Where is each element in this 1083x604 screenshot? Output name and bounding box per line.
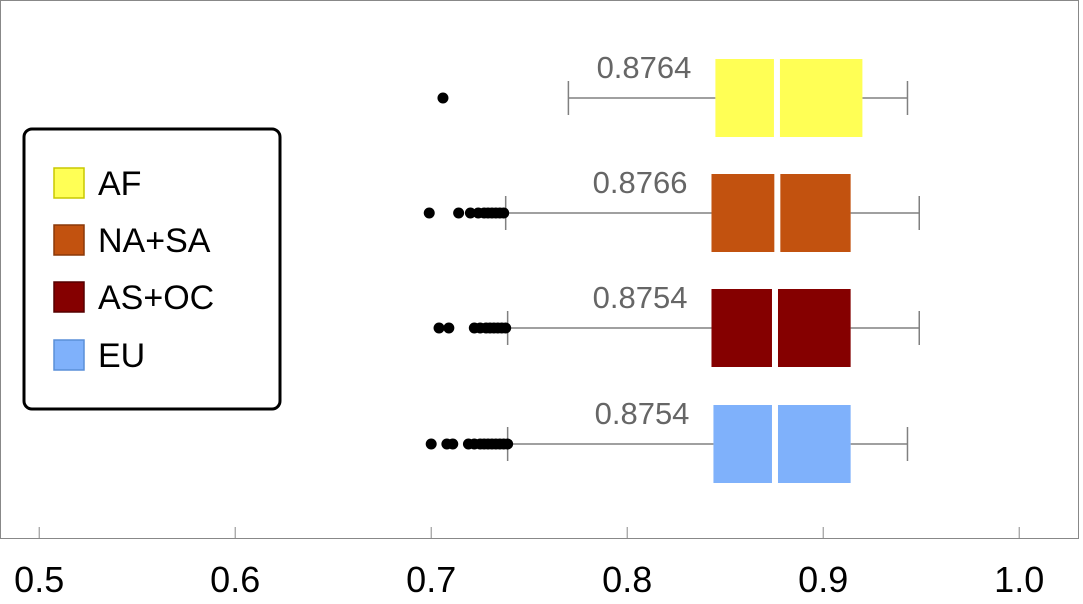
median-line: [774, 174, 781, 252]
outlier-point: [443, 322, 455, 334]
outlier-point: [425, 438, 437, 450]
legend-label: NA+SA: [98, 222, 211, 260]
legend-swatch: [53, 281, 85, 313]
box-series-na-sa: 0.8766: [423, 165, 920, 252]
legend-swatch: [53, 224, 85, 256]
box: [711, 174, 851, 252]
legend-swatch: [53, 167, 85, 199]
outlier-point: [437, 92, 449, 104]
outlier-point: [498, 207, 510, 219]
box-series-eu: 0.8754: [425, 396, 909, 483]
plot-frame: [0, 0, 1079, 539]
x-tick-label: 0.8: [602, 559, 652, 600]
outlier-point: [500, 322, 512, 334]
outlier-point: [447, 438, 459, 450]
box-series-group: 0.8764 0.8766 0.8754 0.8754: [423, 50, 920, 483]
outlier-point: [502, 438, 514, 450]
legend: AF NA+SA AS+OC EU: [22, 127, 282, 411]
x-axis: 0.5 0.6 0.7 0.8 0.9 1.0: [14, 527, 1044, 600]
legend-label: AS+OC: [98, 279, 214, 317]
outlier-point: [433, 322, 445, 334]
outlier-point: [464, 207, 476, 219]
x-tick-label: 0.7: [406, 559, 456, 600]
x-tick-label: 0.9: [798, 559, 848, 600]
box: [713, 405, 851, 483]
legend-label: EU: [98, 337, 145, 375]
x-tick-label: 1.0: [994, 559, 1044, 600]
x-tick-label: 0.6: [210, 559, 260, 600]
x-tick-label: 0.5: [14, 559, 64, 600]
median-line: [771, 405, 778, 483]
legend-box: [22, 127, 282, 411]
box: [711, 289, 851, 367]
outlier-point: [453, 207, 465, 219]
median-value-label: 0.8764: [597, 50, 692, 85]
median-line: [771, 289, 778, 367]
median-line: [773, 59, 780, 137]
median-value-label: 0.8766: [593, 165, 688, 200]
legend-swatch: [53, 339, 85, 371]
outlier-point: [423, 207, 435, 219]
median-value-label: 0.8754: [593, 280, 688, 315]
box-series-af: 0.8764: [437, 50, 909, 137]
legend-label: AF: [98, 165, 141, 203]
median-value-label: 0.8754: [595, 396, 690, 431]
box: [715, 59, 863, 137]
box-series-as-oc: 0.8754: [433, 280, 920, 367]
